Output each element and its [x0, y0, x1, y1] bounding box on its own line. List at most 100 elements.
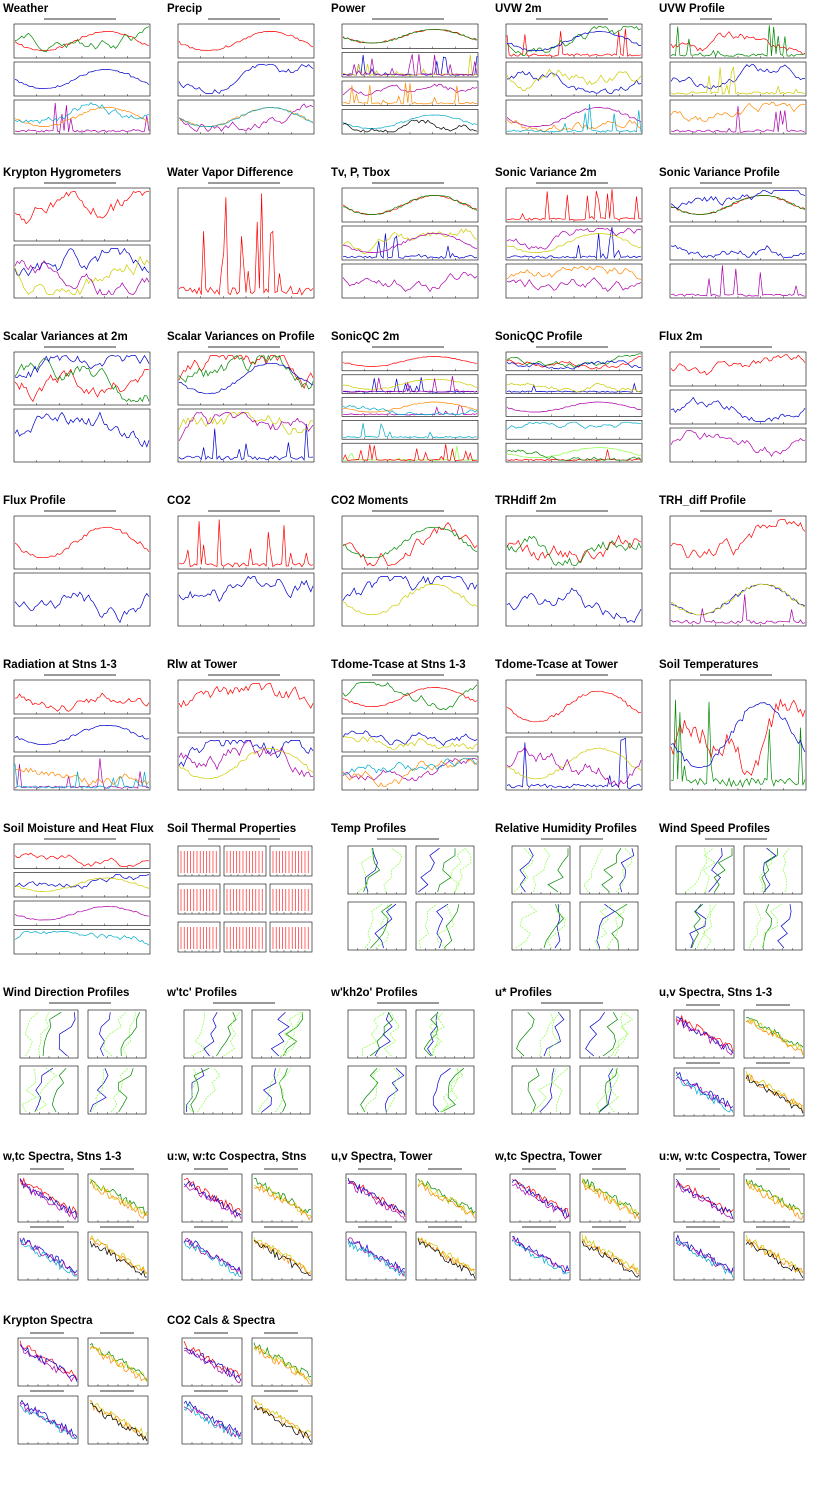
thumbnail-title[interactable]: u,v Spectra, Tower [331, 1151, 433, 1163]
thumbnail-title[interactable]: Scalar Variances on Profile [167, 331, 315, 343]
thumbnail-image[interactable] [4, 836, 156, 964]
thumbnail-image[interactable] [168, 836, 320, 964]
thumbnail-cell[interactable]: u* Profiles [492, 984, 656, 1148]
thumbnail-title[interactable]: Wind Speed Profiles [659, 823, 771, 835]
thumbnail-cell[interactable]: w'tc' Profiles [164, 984, 328, 1148]
thumbnail-title[interactable]: Soil Temperatures [659, 659, 759, 671]
thumbnail-image[interactable] [660, 180, 812, 308]
thumbnail-cell[interactable]: Power [328, 0, 492, 164]
thumbnail-cell[interactable]: TRH_diff Profile [656, 492, 820, 656]
thumbnail-title[interactable]: Flux 2m [659, 331, 703, 343]
thumbnail-image[interactable] [496, 180, 648, 308]
thumbnail-title[interactable]: Sonic Variance 2m [495, 167, 597, 179]
thumbnail-image[interactable] [496, 508, 648, 636]
thumbnail-image[interactable] [168, 1164, 320, 1292]
thumbnail-image[interactable] [660, 1164, 812, 1292]
thumbnail-title[interactable]: Temp Profiles [331, 823, 407, 835]
thumbnail-image[interactable] [660, 16, 812, 144]
thumbnail-title[interactable]: u:w, w:tc Cospectra, Stns [167, 1151, 307, 1163]
thumbnail-title[interactable]: Sonic Variance Profile [659, 167, 780, 179]
thumbnail-cell[interactable]: w,tc Spectra, Stns 1-3 [0, 1148, 164, 1312]
thumbnail-cell[interactable]: Water Vapor Difference [164, 164, 328, 328]
thumbnail-cell[interactable]: Wind Direction Profiles [0, 984, 164, 1148]
thumbnail-cell[interactable]: w'kh2o' Profiles [328, 984, 492, 1148]
thumbnail-image[interactable] [660, 1000, 812, 1128]
thumbnail-image[interactable] [4, 672, 156, 800]
thumbnail-image[interactable] [496, 16, 648, 144]
thumbnail-cell[interactable]: Flux 2m [656, 328, 820, 492]
thumbnail-cell[interactable]: Soil Temperatures [656, 656, 820, 820]
thumbnail-title[interactable]: Tdome-Tcase at Tower [495, 659, 618, 671]
thumbnail-image[interactable] [496, 1000, 648, 1128]
thumbnail-image[interactable] [4, 1328, 156, 1456]
thumbnail-cell[interactable]: UVW 2m [492, 0, 656, 164]
thumbnail-image[interactable] [4, 1000, 156, 1128]
thumbnail-cell[interactable]: Wind Speed Profiles [656, 820, 820, 984]
thumbnail-title[interactable]: Krypton Spectra [3, 1315, 93, 1327]
thumbnail-title[interactable]: Flux Profile [3, 495, 66, 507]
thumbnail-title[interactable]: u* Profiles [495, 987, 552, 999]
thumbnail-title[interactable]: Radiation at Stns 1-3 [3, 659, 117, 671]
thumbnail-cell[interactable]: Scalar Variances on Profile [164, 328, 328, 492]
thumbnail-title[interactable]: Rlw at Tower [167, 659, 238, 671]
thumbnail-image[interactable] [496, 1164, 648, 1292]
thumbnail-image[interactable] [332, 180, 484, 308]
thumbnail-title[interactable]: Krypton Hygrometers [3, 167, 122, 179]
thumbnail-title[interactable]: UVW Profile [659, 3, 725, 15]
thumbnail-cell[interactable]: TRHdiff 2m [492, 492, 656, 656]
thumbnail-image[interactable] [168, 344, 320, 472]
thumbnail-title[interactable]: Water Vapor Difference [167, 167, 294, 179]
thumbnail-image[interactable] [332, 672, 484, 800]
thumbnail-cell[interactable]: Tdome-Tcase at Tower [492, 656, 656, 820]
thumbnail-cell[interactable]: Tv, P, Tbox [328, 164, 492, 328]
thumbnail-cell[interactable]: Sonic Variance 2m [492, 164, 656, 328]
thumbnail-image[interactable] [4, 1164, 156, 1292]
thumbnail-cell[interactable]: SonicQC Profile [492, 328, 656, 492]
thumbnail-title[interactable]: TRHdiff 2m [495, 495, 557, 507]
thumbnail-title[interactable]: Power [331, 3, 366, 15]
thumbnail-cell[interactable]: Krypton Hygrometers [0, 164, 164, 328]
thumbnail-image[interactable] [660, 344, 812, 472]
thumbnail-image[interactable] [4, 180, 156, 308]
thumbnail-cell[interactable]: UVW Profile [656, 0, 820, 164]
thumbnail-image[interactable] [660, 508, 812, 636]
thumbnail-title[interactable]: Scalar Variances at 2m [3, 331, 128, 343]
thumbnail-cell[interactable]: Sonic Variance Profile [656, 164, 820, 328]
thumbnail-cell[interactable]: Radiation at Stns 1-3 [0, 656, 164, 820]
thumbnail-cell[interactable]: u,v Spectra, Stns 1-3 [656, 984, 820, 1148]
thumbnail-image[interactable] [168, 672, 320, 800]
thumbnail-title[interactable]: Tdome-Tcase at Stns 1-3 [331, 659, 466, 671]
thumbnail-cell[interactable]: Tdome-Tcase at Stns 1-3 [328, 656, 492, 820]
thumbnail-title[interactable]: TRH_diff Profile [659, 495, 746, 507]
thumbnail-image[interactable] [332, 508, 484, 636]
thumbnail-title[interactable]: Soil Thermal Properties [167, 823, 297, 835]
thumbnail-cell[interactable]: CO2 Moments [328, 492, 492, 656]
thumbnail-image[interactable] [4, 344, 156, 472]
thumbnail-cell[interactable]: u:w, w:tc Cospectra, Tower [656, 1148, 820, 1312]
thumbnail-cell[interactable]: Flux Profile [0, 492, 164, 656]
thumbnail-title[interactable]: CO2 Cals & Spectra [167, 1315, 276, 1327]
thumbnail-title[interactable]: CO2 [167, 495, 191, 507]
thumbnail-title[interactable]: Relative Humidity Profiles [495, 823, 637, 835]
thumbnail-image[interactable] [168, 16, 320, 144]
thumbnail-image[interactable] [496, 344, 648, 472]
thumbnail-title[interactable]: u:w, w:tc Cospectra, Tower [659, 1151, 807, 1163]
thumbnail-cell[interactable]: SonicQC 2m [328, 328, 492, 492]
thumbnail-cell[interactable]: Krypton Spectra [0, 1312, 164, 1476]
thumbnail-image[interactable] [168, 508, 320, 636]
thumbnail-title[interactable]: CO2 Moments [331, 495, 409, 507]
thumbnail-cell[interactable]: CO2 [164, 492, 328, 656]
thumbnail-image[interactable] [660, 672, 812, 800]
thumbnail-cell[interactable]: Soil Thermal Properties [164, 820, 328, 984]
thumbnail-image[interactable] [168, 180, 320, 308]
thumbnail-cell[interactable]: Temp Profiles [328, 820, 492, 984]
thumbnail-title[interactable]: w'tc' Profiles [167, 987, 238, 999]
thumbnail-image[interactable] [332, 16, 484, 144]
thumbnail-image[interactable] [496, 836, 648, 964]
thumbnail-cell[interactable]: u:w, w:tc Cospectra, Stns [164, 1148, 328, 1312]
thumbnail-title[interactable]: u,v Spectra, Stns 1-3 [659, 987, 773, 999]
thumbnail-title[interactable]: w,tc Spectra, Tower [495, 1151, 602, 1163]
thumbnail-image[interactable] [332, 836, 484, 964]
thumbnail-image[interactable] [168, 1000, 320, 1128]
thumbnail-image[interactable] [4, 508, 156, 636]
